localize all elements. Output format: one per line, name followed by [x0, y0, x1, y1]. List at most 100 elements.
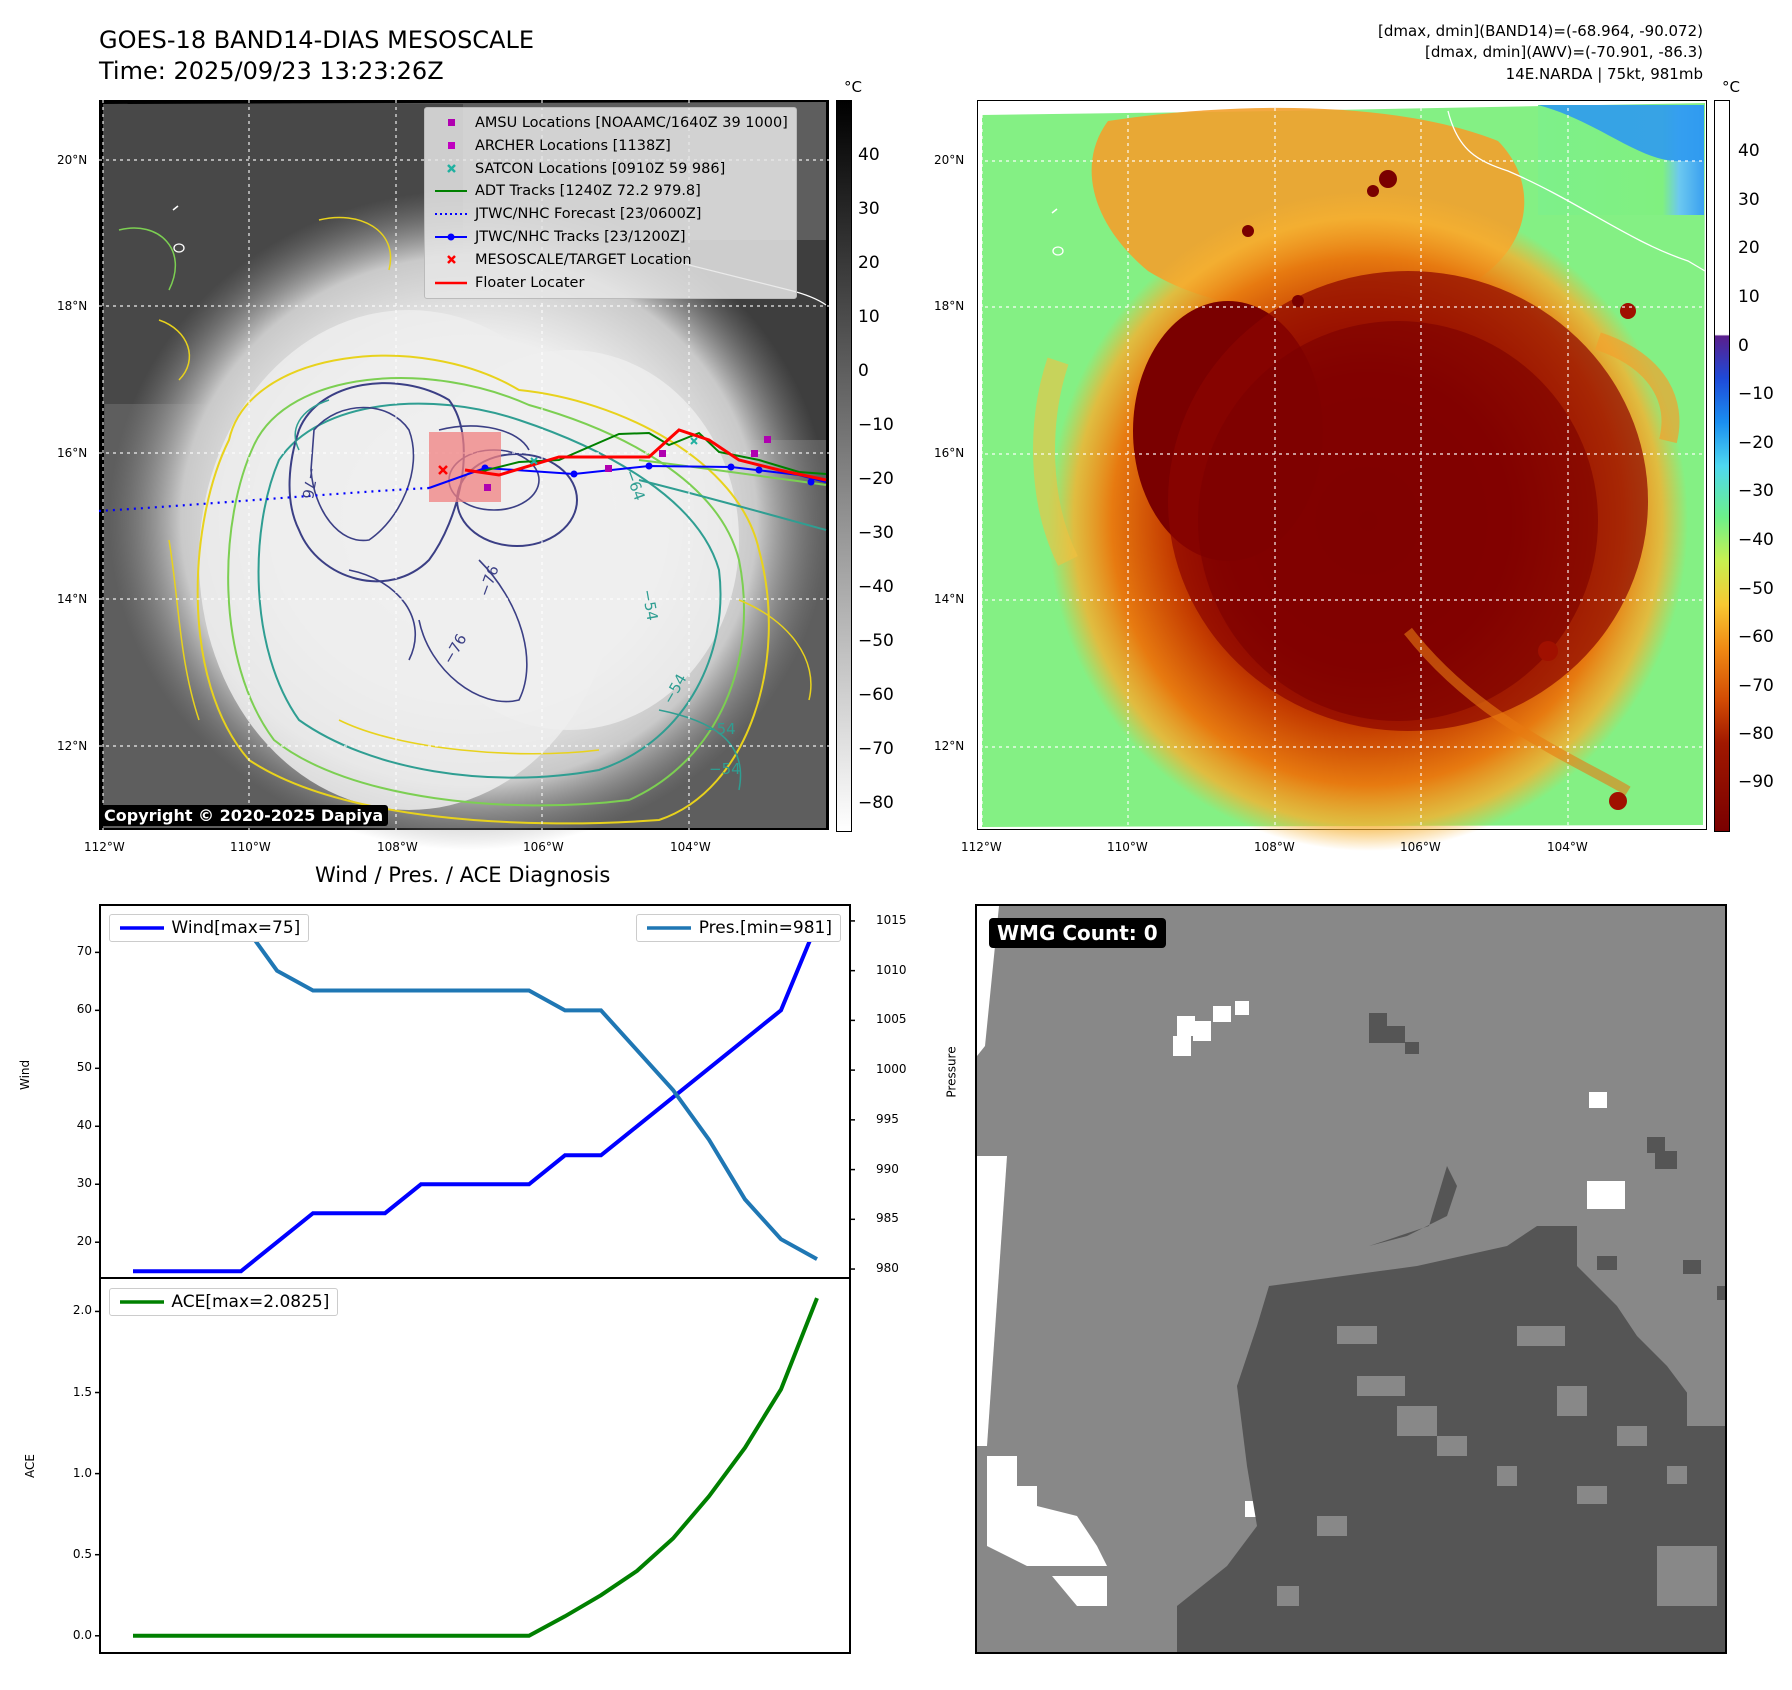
right-colorbar-unit: °C	[1722, 78, 1740, 96]
wmg-image	[977, 906, 1725, 1652]
legend-mesoscale-target: MESOSCALE/TARGET Location	[435, 249, 788, 272]
colorbar-tick: 0	[858, 361, 869, 381]
colorbar-tick: −10	[858, 415, 894, 435]
wind-tick-label: 20	[76, 1234, 92, 1249]
colorbar-tick: −20	[1738, 433, 1774, 453]
ace-tick-label: 0.0	[72, 1627, 92, 1642]
lon-label: 106°W	[1400, 840, 1441, 854]
colorbar-tick: −40	[1738, 530, 1774, 550]
lon-label: 110°W	[230, 840, 271, 854]
colorbar-tick: −60	[1738, 627, 1774, 647]
wind-legend: Wind[max=75]	[109, 914, 310, 942]
legend-archer: ARCHER Locations [1138Z]	[435, 135, 788, 158]
colorbar-tick: 10	[858, 307, 880, 327]
x-marker-icon	[447, 254, 456, 264]
colorbar-tick: −40	[858, 577, 894, 597]
wind-axis-label: Wind	[18, 1059, 32, 1090]
lon-label: 106°W	[523, 840, 564, 854]
colorbar-tick: 30	[1738, 190, 1760, 210]
wind-tick-label: 30	[76, 1176, 92, 1191]
colorbar-tick: −50	[858, 631, 894, 651]
legend-jtwc-tracks: JTWC/NHC Tracks [23/1200Z]	[435, 226, 788, 249]
lat-label: 20°N	[57, 153, 88, 167]
ace-tick-label: 0.5	[72, 1546, 92, 1561]
lon-label: 110°W	[1107, 840, 1148, 854]
legend-forecast: JTWC/NHC Forecast [23/0600Z]	[435, 203, 788, 226]
lon-label: 108°W	[377, 840, 418, 854]
figure-title: GOES-18 BAND14-DIAS MESOSCALE	[99, 26, 535, 54]
pres-series-line	[133, 918, 818, 1261]
contour-label: −54	[709, 760, 741, 778]
lat-label: 18°N	[934, 299, 965, 313]
legend-amsu: AMSU Locations [NOAAMC/1640Z 39 1000]	[435, 112, 788, 135]
square-marker-icon	[448, 141, 455, 149]
info-awv-range: [dmax, dmin](AWV)=(-70.901, -86.3)	[1424, 43, 1703, 61]
legend-floater: Floater Locater	[435, 272, 788, 295]
ace-series-line	[133, 1297, 819, 1638]
wind-pres-plot-area	[95, 918, 855, 1274]
ace-plot-area	[95, 1297, 819, 1638]
lon-label: 112°W	[961, 840, 1002, 854]
colorbar-tick: 20	[858, 253, 880, 273]
pres-legend: Pres.[min=981]	[636, 914, 841, 942]
wind-tick-label: 50	[76, 1060, 92, 1075]
left-colorbar-unit: °C	[844, 78, 862, 96]
right-colorbar	[1714, 100, 1730, 832]
pres-line-icon	[647, 926, 692, 930]
diagnosis-title: Wind / Pres. / ACE Diagnosis	[315, 863, 611, 887]
ace-line-icon	[120, 1300, 164, 1304]
colorbar-tick: 20	[1738, 238, 1760, 258]
lat-label: 14°N	[934, 592, 965, 606]
colorbar-tick: −80	[1738, 724, 1774, 744]
ace-plot: ACE[max=2.0825]	[95, 1277, 851, 1654]
figure-time: Time: 2025/09/23 13:23:26Z	[99, 57, 444, 85]
pres-tick-label: 995	[876, 1111, 899, 1126]
lat-label: 14°N	[57, 592, 88, 606]
colorbar-tick: 10	[1738, 287, 1760, 307]
pres-tick-label: 1000	[876, 1062, 907, 1077]
pres-axis-label: Pressure	[944, 1046, 959, 1098]
ir-map-panel: −76 −64 −54 −76 −54 −54 −76 −54 AMSU Loc…	[98, 100, 829, 850]
lon-label: 108°W	[1254, 840, 1295, 854]
info-band14-range: [dmax, dmin](BAND14)=(-68.964, -90.072)	[1378, 22, 1703, 40]
wind-tick-label: 60	[76, 1002, 92, 1017]
line-dot-icon	[435, 233, 467, 241]
colorbar-tick: 30	[858, 199, 880, 219]
wmg-panel: WMG Count: 0	[975, 904, 1727, 1654]
colorbar-tick: −80	[858, 793, 894, 813]
colorbar-tick: −30	[1738, 481, 1774, 501]
dotted-line-icon	[435, 213, 467, 216]
wind-series-line	[133, 922, 819, 1274]
pres-tick-label: 1005	[876, 1012, 907, 1027]
pres-tick-label: 980	[876, 1261, 899, 1276]
pres-tick-label: 990	[876, 1161, 899, 1176]
map-legend: AMSU Locations [NOAAMC/1640Z 39 1000] AR…	[424, 107, 797, 300]
ace-tick-label: 1.0	[72, 1465, 92, 1480]
ace-tick-label: 2.0	[72, 1303, 92, 1318]
colorbar-tick: 0	[1738, 336, 1749, 356]
pres-tick-label: 1015	[876, 912, 907, 927]
colorbar-tick: −60	[858, 685, 894, 705]
pres-tick-label: 985	[876, 1211, 899, 1226]
colorbar-tick: −20	[858, 469, 894, 489]
wind-tick-label: 40	[76, 1118, 92, 1133]
colorbar-tick: 40	[858, 145, 880, 165]
wind-line-icon	[120, 926, 164, 930]
ace-legend: ACE[max=2.0825]	[109, 1288, 339, 1316]
awv-map-panel	[977, 100, 1707, 851]
lat-label: 16°N	[57, 446, 88, 460]
x-marker-icon	[447, 163, 456, 173]
pres-tick-label: 1010	[876, 962, 907, 977]
line-icon	[435, 281, 467, 284]
contour-label: −54	[704, 720, 736, 738]
lat-label: 12°N	[57, 739, 88, 753]
colorbar-tick: 40	[1738, 141, 1760, 161]
colorbar-tick: −50	[1738, 579, 1774, 599]
line-icon	[435, 190, 467, 193]
square-marker-icon	[448, 119, 455, 126]
lat-label: 16°N	[934, 446, 965, 460]
colorbar-tick: −10	[1738, 384, 1774, 404]
lon-label: 104°W	[670, 840, 711, 854]
lon-label: 104°W	[1547, 840, 1588, 854]
lat-label: 18°N	[57, 299, 88, 313]
